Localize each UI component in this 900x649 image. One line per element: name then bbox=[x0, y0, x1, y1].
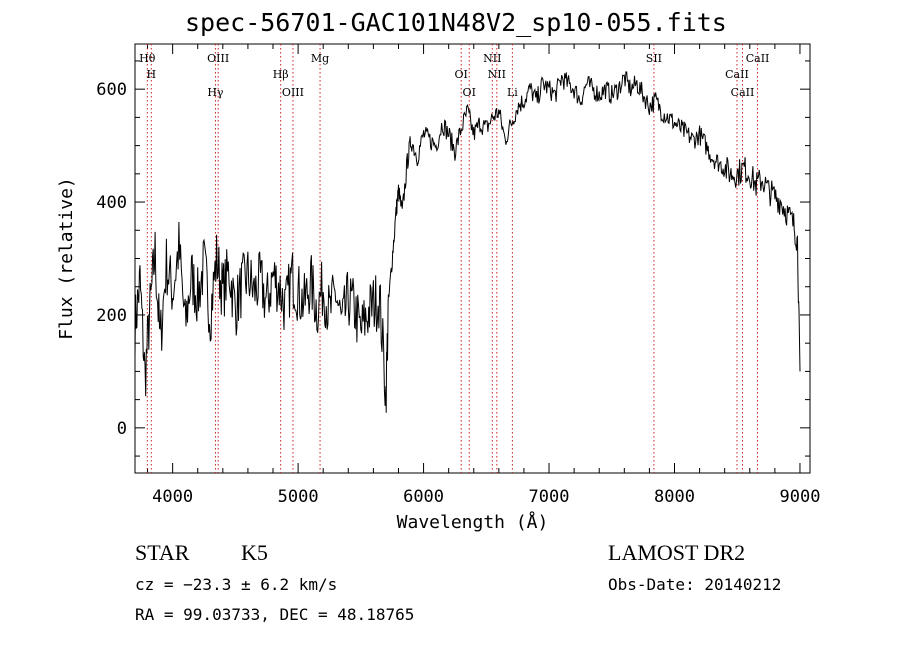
y-axis-label: Flux (relative) bbox=[56, 177, 77, 340]
x-tick-label: 9000 bbox=[779, 487, 820, 507]
object-class: STAR bbox=[135, 540, 190, 565]
survey-name: LAMOST DR2 bbox=[608, 540, 746, 565]
y-tick-label: 200 bbox=[96, 306, 127, 326]
chart-title: spec-56701-GAC101N48V2_sp10-055.fits bbox=[185, 8, 727, 37]
y-tick-label: 600 bbox=[96, 80, 127, 100]
spectral-line-label: OI bbox=[463, 86, 476, 99]
spectral-line-label: H bbox=[147, 68, 157, 81]
spectral-line-label: Hθ bbox=[139, 52, 156, 65]
y-tick-label: 0 bbox=[117, 419, 127, 439]
spectral-line-label: Hγ bbox=[207, 86, 224, 99]
obs-date-text: Obs-Date: 20140212 bbox=[608, 575, 782, 594]
coordinates-text: RA = 99.03733, DEC = 48.18765 bbox=[135, 605, 415, 624]
spectral-line-label: CaII bbox=[725, 68, 749, 81]
spectral-line-label: SII bbox=[646, 52, 662, 65]
x-axis-label: Wavelength (Å) bbox=[397, 511, 549, 533]
x-tick-label: 6000 bbox=[403, 487, 444, 507]
spectrum-line bbox=[134, 71, 801, 413]
y-tick-label: 400 bbox=[96, 193, 127, 213]
spectral-line-label: OI bbox=[455, 68, 468, 81]
spectral-line-label: Mg bbox=[311, 52, 329, 65]
spectral-line-markers bbox=[146, 44, 759, 473]
axes-layer bbox=[134, 43, 811, 474]
plot-frame bbox=[134, 43, 811, 474]
spectral-line-label: CaII bbox=[731, 86, 755, 99]
spectral-line-label: Li bbox=[507, 86, 518, 99]
x-tick-label: 8000 bbox=[654, 487, 695, 507]
axis-text-layer: 4000 5000 6000 7000 8000 9000 0 200 400 600 Wavele… bbox=[56, 52, 820, 533]
spectral-line-label: NII bbox=[483, 52, 501, 65]
spectral-line-label: Hβ bbox=[273, 68, 289, 81]
spectral-line-label: OIII bbox=[207, 52, 229, 65]
spectral-line-label: CaII bbox=[746, 52, 770, 65]
x-tick-label: 5000 bbox=[278, 487, 319, 507]
object-subclass: K5 bbox=[241, 540, 268, 565]
redshift-text: cz = −23.3 ± 6.2 km/s bbox=[135, 575, 338, 594]
spectral-line-label: OIII bbox=[282, 86, 304, 99]
x-tick-label: 4000 bbox=[152, 487, 193, 507]
x-tick-label: 7000 bbox=[529, 487, 570, 507]
spectrum-data-layer bbox=[134, 71, 801, 413]
spectral-line-label: NII bbox=[488, 68, 506, 81]
